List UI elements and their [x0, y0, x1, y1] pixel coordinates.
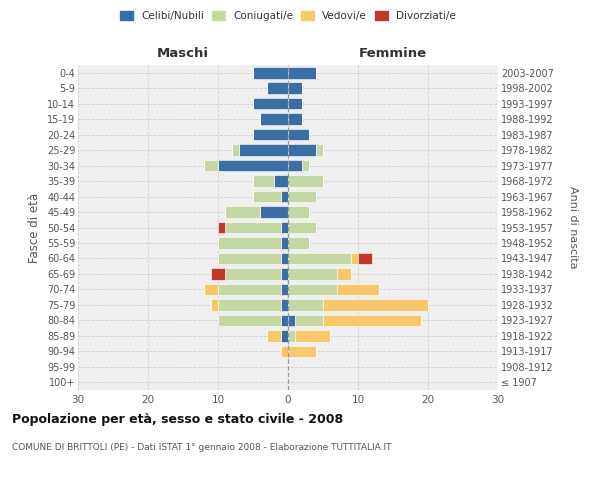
Bar: [281, 314, 288, 326]
Bar: [211, 268, 225, 280]
Bar: [288, 129, 309, 140]
Bar: [281, 299, 288, 310]
Bar: [211, 299, 218, 310]
Bar: [232, 144, 239, 156]
Bar: [260, 206, 288, 218]
Bar: [288, 237, 309, 249]
Text: Maschi: Maschi: [157, 47, 209, 60]
Bar: [288, 144, 316, 156]
Bar: [288, 82, 302, 94]
Bar: [288, 176, 323, 187]
Text: Popolazione per età, sesso e stato civile - 2008: Popolazione per età, sesso e stato civil…: [12, 412, 343, 426]
Bar: [204, 284, 218, 295]
Bar: [295, 314, 323, 326]
Bar: [288, 98, 302, 110]
Bar: [253, 67, 288, 78]
Bar: [281, 284, 288, 295]
Bar: [337, 268, 351, 280]
Bar: [253, 190, 281, 202]
Bar: [337, 284, 379, 295]
Bar: [302, 160, 309, 172]
Bar: [218, 299, 281, 310]
Bar: [239, 144, 288, 156]
Bar: [218, 237, 281, 249]
Text: Femmine: Femmine: [359, 47, 427, 60]
Bar: [225, 222, 281, 234]
Bar: [281, 330, 288, 342]
Bar: [267, 330, 281, 342]
Bar: [204, 160, 218, 172]
Bar: [288, 190, 316, 202]
Bar: [288, 284, 337, 295]
Bar: [260, 114, 288, 125]
Bar: [288, 114, 302, 125]
Bar: [288, 330, 295, 342]
Bar: [218, 222, 225, 234]
Bar: [281, 252, 288, 264]
Legend: Celibi/Nubili, Coniugati/e, Vedovi/e, Divorziati/e: Celibi/Nubili, Coniugati/e, Vedovi/e, Di…: [117, 8, 459, 24]
Bar: [253, 129, 288, 140]
Bar: [288, 67, 316, 78]
Y-axis label: Anni di nascita: Anni di nascita: [568, 186, 578, 269]
Bar: [218, 314, 281, 326]
Bar: [253, 98, 288, 110]
Bar: [281, 190, 288, 202]
Bar: [288, 222, 316, 234]
Bar: [281, 268, 288, 280]
Bar: [281, 222, 288, 234]
Bar: [253, 176, 274, 187]
Bar: [288, 299, 323, 310]
Bar: [295, 330, 330, 342]
Bar: [267, 82, 288, 94]
Bar: [288, 206, 309, 218]
Bar: [288, 268, 337, 280]
Bar: [218, 252, 281, 264]
Bar: [281, 237, 288, 249]
Bar: [225, 206, 260, 218]
Text: COMUNE DI BRITTOLI (PE) - Dati ISTAT 1° gennaio 2008 - Elaborazione TUTTITALIA.I: COMUNE DI BRITTOLI (PE) - Dati ISTAT 1° …: [12, 442, 392, 452]
Bar: [323, 314, 421, 326]
Bar: [225, 268, 281, 280]
Bar: [351, 252, 358, 264]
Bar: [358, 252, 372, 264]
Bar: [323, 299, 428, 310]
Bar: [288, 314, 295, 326]
Y-axis label: Fasce di età: Fasce di età: [28, 192, 41, 262]
Bar: [218, 284, 281, 295]
Bar: [288, 252, 351, 264]
Bar: [274, 176, 288, 187]
Bar: [281, 346, 288, 357]
Bar: [316, 144, 323, 156]
Bar: [288, 160, 302, 172]
Bar: [288, 346, 316, 357]
Bar: [218, 160, 288, 172]
